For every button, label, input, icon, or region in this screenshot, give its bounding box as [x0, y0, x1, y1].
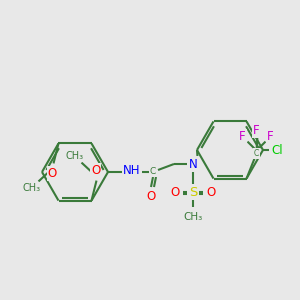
- Text: N: N: [189, 158, 197, 170]
- Text: O: O: [91, 164, 100, 177]
- Text: O: O: [206, 185, 216, 199]
- Text: CH₃: CH₃: [22, 183, 40, 194]
- Text: CH₃: CH₃: [65, 151, 84, 160]
- Text: O: O: [48, 167, 57, 180]
- Text: CH₃: CH₃: [183, 212, 202, 222]
- Text: C: C: [254, 149, 259, 158]
- Text: O: O: [170, 185, 180, 199]
- Text: F: F: [267, 130, 274, 143]
- Text: O: O: [146, 190, 156, 203]
- Text: C: C: [150, 167, 156, 176]
- Text: F: F: [239, 130, 246, 143]
- Text: S: S: [189, 185, 197, 199]
- Text: NH: NH: [123, 164, 141, 176]
- Text: Cl: Cl: [271, 143, 283, 157]
- Text: F: F: [253, 124, 260, 137]
